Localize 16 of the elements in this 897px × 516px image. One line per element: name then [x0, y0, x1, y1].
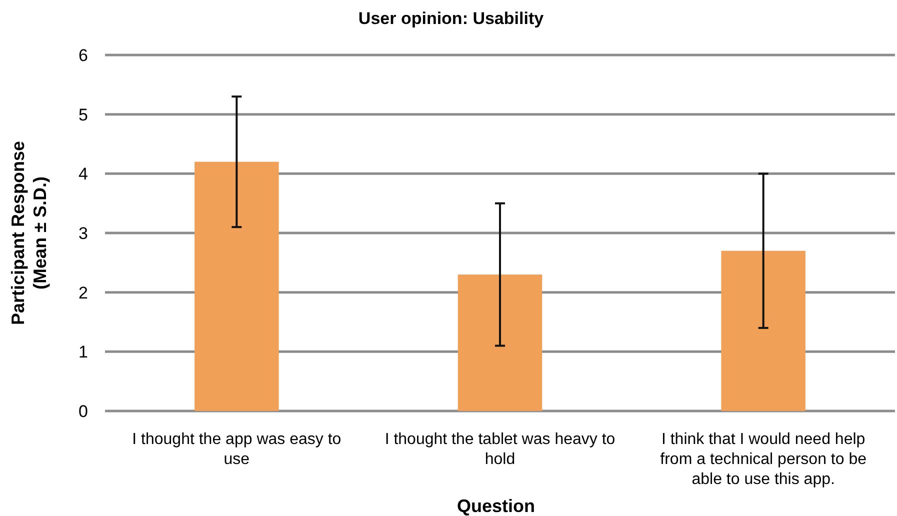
y-tick-label: 4 [78, 164, 88, 184]
chart-title: User opinion: Usability [358, 9, 544, 28]
y-tick-label: 5 [78, 105, 88, 124]
y-axis-title: Participant Response (Mean ± S.D.) [8, 140, 50, 326]
bar [458, 274, 542, 411]
y-tick-label: 1 [78, 342, 88, 362]
y-tick-label: 2 [78, 283, 88, 302]
x-tick-label: I thought the tablet was heavy to hold [384, 431, 616, 468]
x-tick-label: I think that I would need help from a technical person to be able to use this app. [660, 431, 867, 488]
x-tick-label: I thought the app was easy to use [132, 431, 342, 468]
bar [194, 162, 279, 411]
bar [721, 250, 806, 411]
y-tick-label: 3 [78, 224, 88, 243]
x-axis-title: Question [456, 496, 536, 516]
y-tick-label: 0 [78, 402, 88, 421]
y-tick-label: 6 [78, 46, 88, 65]
